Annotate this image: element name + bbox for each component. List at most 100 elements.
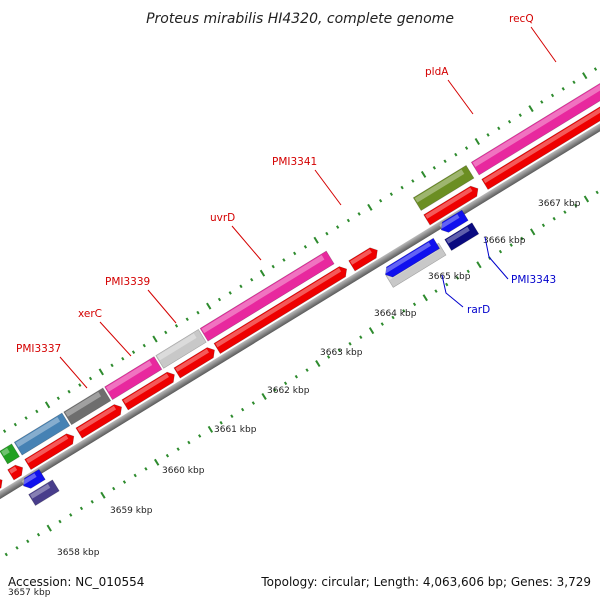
tick-mark-inner xyxy=(359,335,363,340)
tick-label-3661: 3661 kbp xyxy=(214,425,257,435)
gene-label-pmi3343: PMI3343 xyxy=(511,274,556,286)
tick-mark-outer xyxy=(164,330,168,335)
tick-mark-outer xyxy=(174,324,179,328)
gene-steelblue[interactable] xyxy=(13,412,71,456)
cds-6[interactable] xyxy=(173,345,218,379)
tick-mark-inner xyxy=(15,546,19,550)
gene-label-recq: recQ xyxy=(509,13,534,25)
tick-mark-outer xyxy=(303,245,308,249)
tick-mark-inner xyxy=(207,425,214,433)
cds-rard[interactable] xyxy=(382,237,441,280)
tick-mark-inner xyxy=(133,473,137,478)
tick-mark-outer xyxy=(185,317,189,322)
tick-mark-inner xyxy=(4,552,8,557)
gene-xerc[interactable] xyxy=(104,356,163,401)
cds-4[interactable] xyxy=(75,402,125,439)
tick-mark-outer xyxy=(88,376,93,381)
cds-10[interactable] xyxy=(481,75,600,190)
tick-mark-outer xyxy=(152,335,158,343)
cds-8[interactable] xyxy=(348,245,381,272)
tick-label-3663: 3663 kbp xyxy=(320,348,363,358)
tick-label-3657: 3657 kbp xyxy=(8,588,51,598)
tick-label-3665: 3665 kbp xyxy=(428,272,471,282)
tick-mark-inner xyxy=(273,388,277,392)
tick-mark-outer xyxy=(357,212,361,216)
tick-mark-inner xyxy=(283,381,288,386)
tick-label-3659: 3659 kbp xyxy=(110,506,153,516)
summary-text: Topology: circular; Length: 4,063,606 bp… xyxy=(260,575,591,589)
tick-mark-inner xyxy=(219,420,223,425)
tick-mark-outer xyxy=(497,126,501,131)
gene-features xyxy=(0,57,600,506)
tick-label-3662: 3662 kbp xyxy=(267,386,310,396)
cds-9[interactable] xyxy=(423,183,481,226)
gene-pmi3343[interactable] xyxy=(444,222,480,251)
tick-marks xyxy=(2,67,599,557)
tick-label-3667: 3667 kbp xyxy=(538,199,581,209)
tick-mark-outer xyxy=(367,203,373,211)
cds-7[interactable] xyxy=(213,264,350,354)
tick-mark-inner xyxy=(552,216,556,221)
tick-mark-outer xyxy=(239,284,243,289)
gene-plda[interactable] xyxy=(412,164,475,211)
tick-mark-inner xyxy=(230,414,234,419)
cds-5[interactable] xyxy=(121,369,178,411)
tick-label-3666: 3666 kbp xyxy=(483,236,526,246)
tick-mark-outer xyxy=(313,236,319,244)
cds-2[interactable] xyxy=(7,462,26,481)
accession-text: Accession: NC_010554 xyxy=(8,575,144,589)
tick-mark-inner xyxy=(391,315,395,320)
tick-mark-inner xyxy=(337,348,341,353)
gene-green[interactable] xyxy=(0,443,20,465)
tick-mark-inner xyxy=(240,407,245,412)
tick-mark-inner xyxy=(112,486,116,491)
tick-mark-outer xyxy=(35,409,39,414)
tick-mark-outer xyxy=(325,231,329,236)
tick-mark-inner xyxy=(412,302,417,307)
cds-pmi3343[interactable] xyxy=(438,209,469,235)
tick-mark-inner xyxy=(583,195,590,203)
gene-slate[interactable] xyxy=(28,479,60,506)
tick-mark-inner xyxy=(455,276,460,280)
gene-label-leaders xyxy=(59,26,557,389)
tick-mark-inner xyxy=(46,524,52,532)
tick-mark-inner xyxy=(58,519,62,524)
gene-pmi3337[interactable] xyxy=(63,387,112,426)
cds-3[interactable] xyxy=(24,431,77,470)
tick-mark-inner xyxy=(541,223,546,228)
tick-mark-inner xyxy=(198,434,202,438)
gene-uvrd[interactable] xyxy=(199,250,335,342)
tick-mark-inner xyxy=(530,228,536,236)
tick-mark-inner xyxy=(520,236,524,241)
leader-uvrd xyxy=(231,225,262,261)
tick-mark-outer xyxy=(400,185,404,190)
gene-recq[interactable] xyxy=(470,57,600,176)
gene-labels: PMI3337 xerC PMI3339 uvrD PMI3341 pldA r… xyxy=(16,13,556,355)
tick-mark-outer xyxy=(474,137,480,146)
tick-mark-inner xyxy=(574,203,578,208)
tick-mark-inner xyxy=(368,327,375,335)
tick-mark-outer xyxy=(67,389,71,394)
cds-1[interactable] xyxy=(0,475,5,502)
tick-mark-outer xyxy=(507,119,512,124)
tick-mark-outer xyxy=(443,159,447,164)
tick-mark-inner xyxy=(154,458,160,466)
gene-pmi3339[interactable] xyxy=(155,329,207,369)
tick-mark-inner xyxy=(187,440,191,445)
leader-recq xyxy=(530,26,557,63)
cds-slate[interactable] xyxy=(20,468,46,491)
gene-label-rard: rarD xyxy=(467,304,490,316)
tick-mark-inner xyxy=(261,392,267,400)
tick-mark-inner xyxy=(476,261,482,269)
tick-mark-outer xyxy=(518,113,522,117)
leader-pmi3343 xyxy=(484,236,509,280)
tick-mark-outer xyxy=(78,383,82,387)
tick-mark-outer xyxy=(121,356,125,361)
tick-label-3664: 3664 kbp xyxy=(374,309,417,319)
tick-mark-inner xyxy=(79,506,84,511)
tick-mark-outer xyxy=(528,105,534,113)
tick-mark-outer xyxy=(271,264,275,269)
tick-mark-outer xyxy=(572,80,576,85)
tick-mark-inner xyxy=(305,368,309,372)
